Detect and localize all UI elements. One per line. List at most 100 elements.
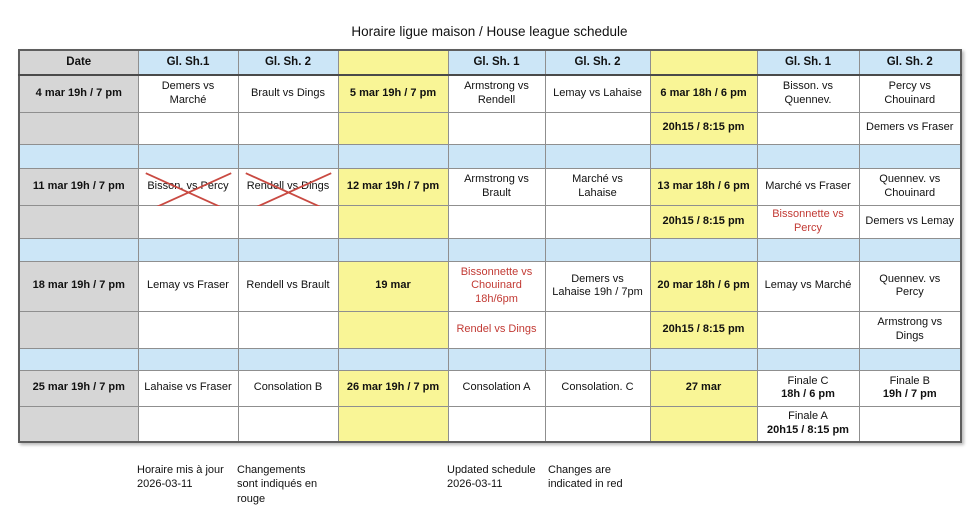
cell-text: Demers vs Marché — [161, 80, 215, 106]
match-cell — [137, 310, 239, 349]
footer-note: Horaire mis à jour 2026-03-11 — [137, 464, 224, 491]
date-cell: 5 mar 19h / 7 pm — [337, 74, 449, 113]
match-cell — [237, 111, 339, 145]
footer-note: Changes are indicated in red — [548, 464, 623, 491]
match-cell: Armstrong vs Dings — [858, 310, 962, 349]
spacer-cell — [18, 143, 139, 169]
match-cell: Marché vs Fraser — [756, 167, 860, 206]
cell-text: Finale C — [787, 374, 829, 387]
spacer-cell — [756, 237, 860, 262]
column-header: Gl. Sh. 1 — [756, 49, 860, 76]
cell-text: Demers vs Lemay — [865, 214, 955, 227]
date-cell: 20h15 / 8:15 pm — [649, 204, 758, 239]
match-cell — [544, 405, 651, 443]
column-header: Gl. Sh. 2 — [237, 49, 339, 76]
spacer-cell — [544, 347, 651, 371]
match-cell: Demers vs Fraser — [858, 111, 962, 145]
date-cell: 20h15 / 8:15 pm — [649, 111, 758, 145]
match-cell: Demers vs Lemay — [858, 204, 962, 239]
spacer-cell — [756, 143, 860, 169]
match-cell — [544, 310, 651, 349]
cell-text: Quennev. vs Chouinard — [879, 173, 941, 199]
match-cell: Armstrong vs Brault — [447, 167, 546, 206]
match-cell — [544, 111, 651, 145]
column-header: Gl. Sh.1 — [137, 49, 239, 76]
match-cell: Lemay vs Fraser — [137, 260, 239, 312]
match-cell: Rendel vs Dings — [447, 310, 546, 349]
date-cell: 11 mar 19h / 7 pm — [18, 167, 139, 206]
cell-text: Armstrong vs Dings — [877, 316, 943, 342]
match-cell: Percy vs Chouinard — [858, 74, 962, 113]
match-cell — [447, 111, 546, 145]
match-cell — [237, 310, 339, 349]
cell-text: 20h15 / 8:15 pm — [662, 322, 745, 335]
column-header: Date — [18, 49, 139, 76]
match-cell — [237, 204, 339, 239]
cell-text: Quennev. vs Percy — [879, 272, 941, 298]
cell-text: 12 mar 19h / 7 pm — [346, 179, 440, 192]
match-cell: Armstrong vs Rendell — [447, 74, 546, 113]
cell-text: 4 mar 19h / 7 pm — [35, 87, 122, 100]
date-cell: 20 mar 18h / 6 pm — [649, 260, 758, 312]
match-cell — [544, 204, 651, 239]
spacer-cell — [18, 347, 139, 371]
match-cell: Quennev. vs Chouinard — [858, 167, 962, 206]
spacer-cell — [337, 237, 449, 262]
cell-text: 19 mar — [375, 279, 411, 292]
footer-note: Changements sont indiqués en rouge — [237, 464, 318, 505]
date-cell: 18 mar 19h / 7 pm — [18, 260, 139, 312]
spacer-cell — [447, 237, 546, 262]
cell-text: Bisson. vs Percy — [147, 179, 229, 192]
match-cell — [447, 204, 546, 239]
match-cell — [237, 405, 339, 443]
cell-text: Demers vs Fraser — [866, 121, 954, 134]
spacer-cell — [858, 347, 962, 371]
cell-text: 20h15 / 8:15 pm — [662, 214, 745, 227]
match-cell: Bissonnette vs Chouinard 18h/6pm — [447, 260, 546, 312]
match-cell — [137, 405, 239, 443]
date-cell — [649, 405, 758, 443]
cell-text-bold: 20h15 / 8:15 pm — [767, 423, 849, 436]
spacer-cell — [137, 143, 239, 169]
cell-text: Bissonnette vs Percy — [772, 208, 844, 234]
cell-text: 11 mar 19h / 7 pm — [32, 179, 125, 192]
cell-text: Armstrong vs Rendell — [464, 80, 529, 106]
column-header-blank — [649, 49, 758, 76]
date-cell: 13 mar 18h / 6 pm — [649, 167, 758, 206]
match-cell: Bisson. vs Percy — [137, 167, 239, 205]
spacer-cell — [649, 143, 758, 169]
match-cell — [756, 310, 860, 349]
cell-text: Lemay vs Fraser — [147, 279, 229, 292]
date-cell — [18, 204, 139, 239]
cell-text: Bisson. vs Quennev. — [782, 80, 834, 106]
date-cell — [337, 111, 449, 145]
match-cell: Bissonnette vs Percy — [756, 204, 860, 239]
cell-text: Rendell vs Dings — [246, 179, 330, 192]
date-cell: 20h15 / 8:15 pm — [649, 310, 758, 349]
date-cell: 12 mar 19h / 7 pm — [337, 167, 449, 206]
match-cell: Quennev. vs Percy — [858, 260, 962, 312]
spacer-cell — [649, 237, 758, 262]
cell-text: 25 mar 19h / 7 pm — [32, 381, 125, 394]
cell-text: Brault vs Dings — [251, 87, 325, 100]
cell-text: Finale A — [788, 410, 828, 423]
spacer-cell — [18, 237, 139, 262]
spacer-cell — [447, 347, 546, 371]
cell-text: Demers vs Lahaise 19h / 7pm — [552, 272, 643, 298]
date-cell: 26 mar 19h / 7 pm — [337, 369, 449, 407]
match-cell: Finale A 20h15 / 8:15 pm — [756, 405, 860, 443]
match-cell: Finale C 18h / 6 pm — [756, 369, 860, 407]
cell-text: Lahaise vs Fraser — [144, 381, 232, 394]
spacer-cell — [649, 347, 758, 371]
match-cell: Bisson. vs Quennev. — [756, 74, 860, 113]
cell-text: Consolation B — [253, 381, 323, 394]
spacer-cell — [137, 347, 239, 371]
match-cell: Finale B 19h / 7 pm — [858, 369, 962, 407]
cell-text-bold: 18h / 6 pm — [781, 388, 835, 400]
match-cell: Consolation B — [237, 369, 339, 407]
cell-text: Marché vs Fraser — [765, 179, 851, 192]
date-cell — [18, 405, 139, 443]
spacer-cell — [544, 237, 651, 262]
date-cell — [337, 405, 449, 443]
